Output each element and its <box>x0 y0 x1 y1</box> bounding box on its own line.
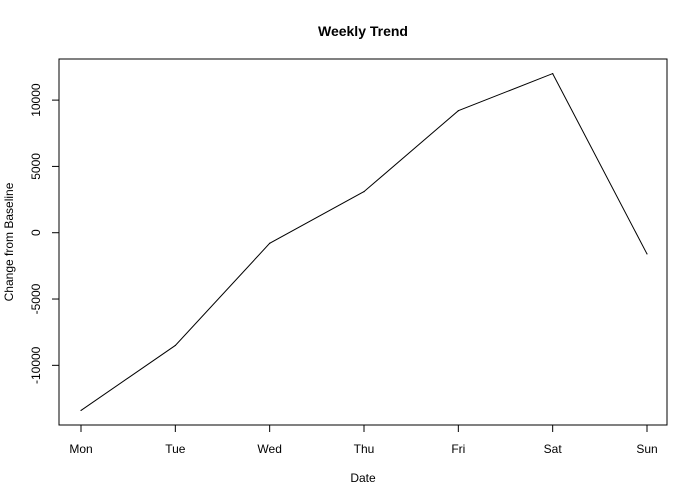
data-point-mon <box>80 409 82 412</box>
y-tick-label-3: 5000 <box>29 153 43 180</box>
y-tick-label-0: -10000 <box>29 346 43 384</box>
chart-title: Weekly Trend <box>318 23 408 39</box>
x-axis-label: Date <box>350 471 376 485</box>
x-tick-label-mon: Mon <box>69 442 92 456</box>
y-tick-label-1: -5000 <box>29 283 43 314</box>
data-point-tue <box>174 344 176 347</box>
x-tick-label-tue: Tue <box>165 442 186 456</box>
x-tick-label-wed: Wed <box>257 442 281 456</box>
data-point-sat <box>552 72 554 75</box>
data-point-fri <box>457 110 459 112</box>
series-group <box>80 72 648 412</box>
x-tick-label-thu: Thu <box>354 442 375 456</box>
data-point-thu <box>363 191 365 193</box>
y-tick-label-4: 10000 <box>29 83 43 117</box>
y-axis: -10000 -5000 0 5000 10000 <box>29 83 59 384</box>
data-point-sun <box>646 253 648 255</box>
x-tick-label-sun: Sun <box>636 442 657 456</box>
x-tick-label-sat: Sat <box>544 442 563 456</box>
plot-frame <box>58 58 668 426</box>
data-point-wed <box>269 242 271 244</box>
y-tick-label-2: 0 <box>29 229 43 236</box>
series-line-0 <box>80 72 648 411</box>
y-axis-label: Change from Baseline <box>2 182 16 301</box>
x-axis: Mon Tue Wed Thu Fri Sat Sun <box>69 425 658 456</box>
x-tick-label-fri: Fri <box>451 442 465 456</box>
